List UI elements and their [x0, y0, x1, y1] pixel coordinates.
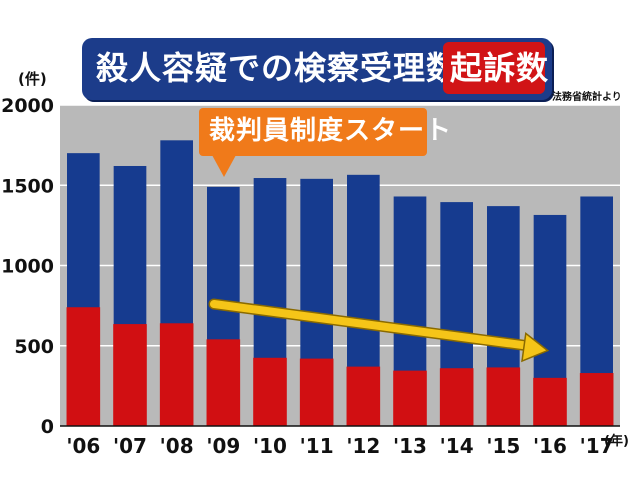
bar-indicted — [299, 358, 334, 426]
x-tick-label: '11 — [300, 434, 334, 458]
y-tick-label: 1500 — [1, 175, 54, 197]
y-tick-label: 0 — [41, 416, 54, 438]
x-tick-label: '06 — [66, 434, 100, 458]
annotation-callout — [199, 108, 427, 156]
bar-indicted — [346, 366, 381, 426]
bar-indicted — [439, 368, 474, 426]
y-tick-label: 500 — [14, 336, 54, 358]
x-tick-label: '10 — [253, 434, 287, 458]
trend-arrow-head — [521, 332, 550, 363]
bar-indicted — [533, 377, 567, 426]
x-tick-label: '12 — [346, 434, 380, 458]
source-note: 法務省統計より — [552, 92, 622, 103]
x-tick-label: '09 — [206, 434, 240, 458]
y-tick-label: 1000 — [1, 256, 54, 278]
x-tick-label: '15 — [486, 434, 520, 458]
trend-arrow-shaft — [210, 300, 538, 351]
bar-indicted — [206, 339, 241, 426]
y-axis-unit: (件) — [18, 70, 47, 88]
bar-indicted — [253, 357, 287, 426]
annotation-callout-tail — [212, 155, 236, 177]
y-tick-label: 2000 — [1, 95, 54, 117]
x-tick-label: '13 — [393, 434, 427, 458]
bar-indicted — [486, 367, 521, 426]
bar-indicted — [159, 323, 194, 426]
x-tick-label: '07 — [113, 434, 147, 458]
title-highlight-box — [443, 42, 545, 94]
chart-title: 殺人容疑での検察受理数と — [96, 49, 493, 87]
bar-indicted — [66, 307, 101, 426]
x-tick-label: '14 — [440, 434, 474, 458]
x-tick-label: '16 — [533, 434, 567, 458]
x-tick-label: '08 — [160, 434, 194, 458]
bar-indicted — [579, 373, 614, 426]
chart-title-highlight: 起訴数 — [450, 49, 550, 87]
bar-indicted — [113, 324, 147, 426]
x-tick-label: '17 — [580, 434, 614, 458]
bar-indicted — [393, 370, 427, 426]
annotation-text: 裁判員制度スタート — [209, 116, 453, 146]
x-axis-unit: (年) — [604, 434, 629, 449]
